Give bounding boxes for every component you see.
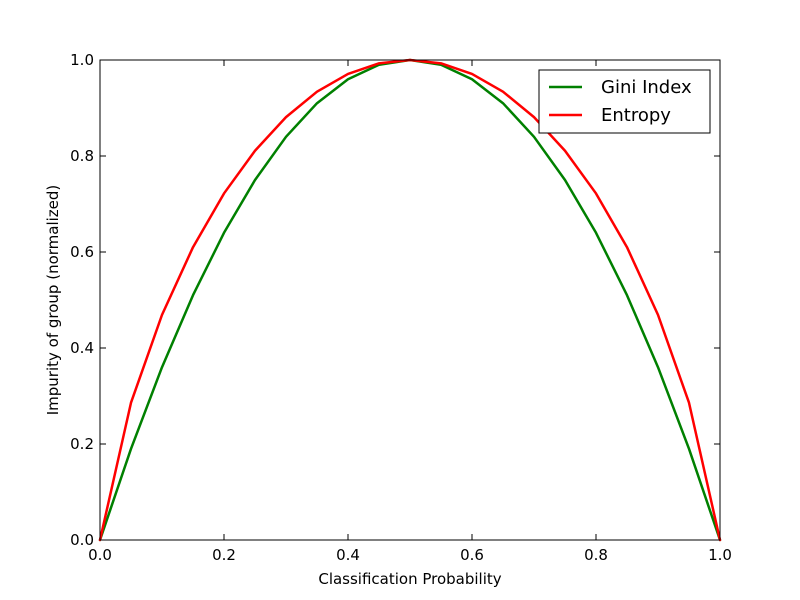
y-tick-label: 0.8	[70, 147, 94, 165]
legend-label-1: Entropy	[601, 105, 671, 126]
y-tick-label: 1.0	[70, 51, 94, 69]
x-tick-label: 0.8	[584, 546, 608, 564]
y-tick-label: 0.4	[70, 339, 94, 357]
y-tick-label: 0.0	[70, 531, 94, 549]
y-tick-label: 0.6	[70, 243, 94, 261]
legend-box	[538, 69, 711, 134]
y-axis-label: Impurity of group (normalized)	[44, 185, 62, 416]
x-tick-label: 0.6	[460, 546, 484, 564]
y-tick-label: 0.2	[70, 435, 94, 453]
x-tick-label: 0.0	[88, 546, 112, 564]
ticks-layer: 0.0 0.2 0.4 0.6 0.8 1.0 0.0 0.2 0.4 0.6 0.8 1.0	[70, 51, 732, 564]
x-tick-label: 1.0	[708, 546, 732, 564]
legend: Gini Index Entropy	[538, 69, 711, 134]
x-tick-label: 0.2	[212, 546, 236, 564]
x-tick-label: 0.4	[336, 546, 360, 564]
legend-label-0: Gini Index	[601, 77, 692, 98]
x-axis-label: Classification Probability	[318, 570, 501, 588]
plot-frame	[99, 59, 721, 541]
plot-area	[100, 60, 720, 540]
